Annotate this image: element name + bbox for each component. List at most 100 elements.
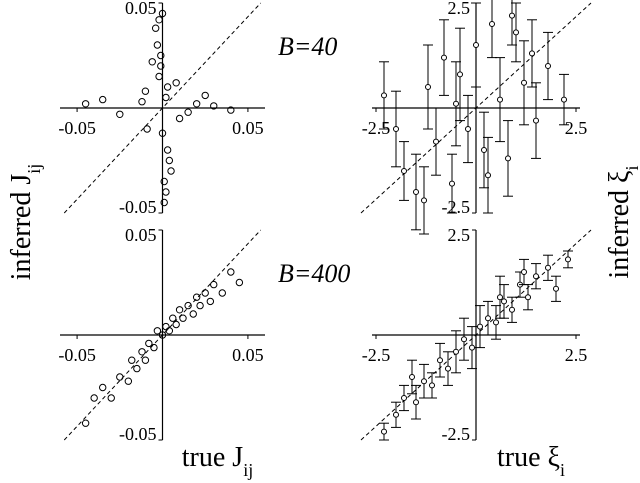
point: [172, 79, 180, 87]
y-label: inferred ξi: [604, 165, 640, 278]
point: [501, 298, 507, 305]
point: [401, 395, 407, 401]
y-label-sub: i: [622, 165, 640, 170]
y-label-main: inferred J: [6, 174, 37, 281]
point: [158, 331, 167, 339]
point: [167, 167, 175, 175]
diagonal: [360, 229, 592, 441]
point: [141, 356, 150, 364]
point: [489, 21, 495, 27]
y-tick-label: -0.05: [119, 424, 157, 444]
point: [227, 106, 235, 114]
point: [150, 343, 158, 352]
point: [425, 84, 431, 90]
point: [485, 172, 491, 179]
point: [192, 100, 201, 108]
point: [141, 87, 150, 95]
x-tick-label: -2.5: [362, 118, 391, 138]
point: [461, 336, 467, 343]
point: [206, 297, 215, 306]
point: [158, 129, 167, 137]
point: [90, 394, 98, 402]
point: [509, 306, 515, 313]
point: [409, 374, 415, 380]
point: [505, 155, 511, 162]
diagonal: [63, 2, 262, 214]
point: [155, 72, 163, 81]
point: [533, 273, 539, 280]
point: [162, 322, 170, 331]
x-tick-label: 2.5: [565, 118, 588, 138]
point: [445, 365, 451, 372]
point: [513, 29, 519, 36]
point: [433, 138, 439, 145]
y-label-main: inferred ξ: [604, 170, 635, 278]
point: [169, 314, 177, 322]
y-tick-label: 0.05: [125, 225, 157, 245]
point: [81, 100, 90, 108]
annotation: B=40: [278, 32, 337, 61]
point: [192, 293, 201, 301]
point: [465, 126, 471, 132]
point: [453, 348, 459, 355]
point: [227, 268, 235, 276]
x-label-main: true J: [182, 442, 244, 473]
point: [437, 357, 443, 364]
point: [545, 264, 551, 271]
point: [561, 96, 567, 103]
point: [162, 93, 170, 102]
point: [493, 319, 499, 326]
point: [421, 378, 427, 385]
point: [99, 383, 107, 392]
point: [497, 294, 503, 301]
point: [210, 102, 218, 110]
x-tick-label: 2.5: [565, 345, 588, 365]
point: [175, 306, 184, 314]
point: [533, 117, 539, 124]
x-tick-label: -0.05: [58, 345, 96, 365]
point: [477, 323, 483, 330]
annotation: B=400: [278, 259, 350, 288]
point: [393, 411, 399, 418]
point: [421, 197, 427, 204]
point: [469, 344, 475, 351]
x-tick-label: -0.05: [58, 118, 96, 138]
point: [413, 189, 419, 195]
y-tick-label: 2.5: [448, 0, 471, 18]
point: [401, 168, 407, 174]
point: [235, 278, 244, 287]
y-tick-label: -2.5: [442, 424, 471, 444]
diagonal: [63, 229, 262, 441]
point: [107, 394, 115, 402]
point: [196, 301, 204, 310]
point: [509, 12, 515, 19]
point: [457, 71, 463, 78]
point: [218, 289, 226, 297]
x-label: true Jij: [182, 442, 253, 480]
y-label-sub: ij: [24, 164, 44, 174]
point: [453, 100, 459, 107]
point: [393, 126, 399, 132]
point: [124, 377, 133, 385]
point: [201, 289, 209, 297]
point: [99, 95, 107, 104]
point: [441, 54, 447, 61]
point: [497, 96, 503, 103]
x-label: true ξi: [497, 442, 565, 480]
point: [162, 188, 170, 196]
point: [553, 285, 559, 292]
point: [201, 91, 209, 100]
point: [413, 399, 419, 406]
point: [381, 92, 387, 99]
point: [158, 9, 167, 18]
point: [172, 320, 180, 329]
point: [133, 364, 141, 373]
x-tick-label: 0.05: [232, 345, 264, 365]
point: [189, 310, 197, 318]
y-tick-label: 2.5: [448, 225, 471, 245]
y-tick-label: -0.05: [119, 197, 157, 217]
point: [449, 180, 455, 187]
point: [148, 58, 156, 66]
point: [210, 280, 218, 289]
point: [184, 301, 192, 310]
